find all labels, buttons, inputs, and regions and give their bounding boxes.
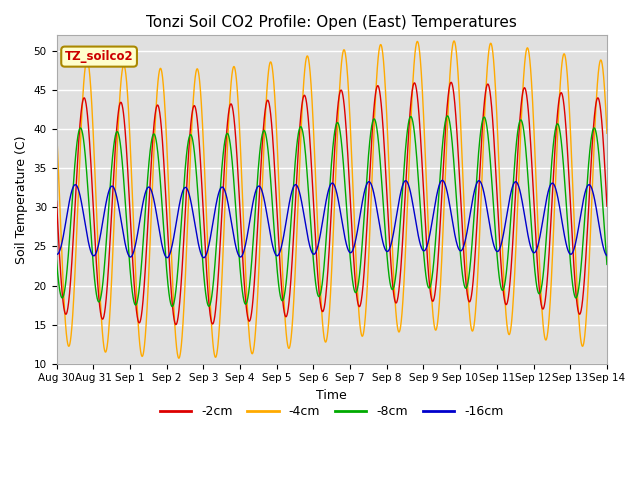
Line: -8cm: -8cm — [56, 116, 607, 307]
-8cm — [444, 113, 451, 119]
-8cm — [456, 237, 463, 242]
Title: Tonzi Soil CO2 Profile: Open (East) Temperatures: Tonzi Soil CO2 Profile: Open (East) Temp… — [147, 15, 517, 30]
-2cm — [447, 80, 455, 85]
Text: TZ_soilco2: TZ_soilco2 — [65, 50, 133, 63]
Line: -16cm: -16cm — [56, 180, 607, 258]
-2cm — [312, 232, 319, 238]
Line: -2cm: -2cm — [56, 83, 607, 324]
-16cm — [163, 255, 171, 261]
Legend: -2cm, -4cm, -8cm, -16cm: -2cm, -4cm, -8cm, -16cm — [155, 400, 509, 423]
-2cm — [52, 198, 60, 204]
X-axis label: Time: Time — [316, 389, 347, 402]
-4cm — [456, 92, 463, 97]
-16cm — [603, 253, 611, 259]
-8cm — [152, 134, 159, 140]
-8cm — [486, 160, 494, 166]
-16cm — [425, 237, 433, 243]
-16cm — [438, 178, 446, 183]
-8cm — [168, 304, 176, 310]
-8cm — [603, 255, 611, 261]
-16cm — [456, 247, 463, 252]
-4cm — [486, 40, 494, 46]
-4cm — [175, 355, 182, 361]
-2cm — [603, 194, 611, 200]
-2cm — [603, 204, 611, 209]
-2cm — [456, 169, 463, 175]
-8cm — [603, 262, 611, 267]
-4cm — [450, 38, 458, 44]
-16cm — [52, 251, 60, 257]
-16cm — [312, 251, 319, 256]
Line: -4cm: -4cm — [56, 41, 607, 358]
-4cm — [603, 120, 611, 125]
-16cm — [486, 227, 494, 232]
-16cm — [152, 205, 159, 211]
-8cm — [52, 257, 60, 263]
-16cm — [603, 252, 611, 258]
-8cm — [312, 277, 319, 283]
-4cm — [152, 117, 159, 122]
-4cm — [425, 234, 433, 240]
-2cm — [152, 109, 159, 115]
-2cm — [172, 322, 180, 327]
-4cm — [603, 131, 611, 136]
-2cm — [425, 273, 433, 278]
-4cm — [312, 167, 319, 172]
-2cm — [486, 93, 494, 98]
-4cm — [52, 124, 60, 130]
-8cm — [425, 285, 433, 290]
Y-axis label: Soil Temperature (C): Soil Temperature (C) — [15, 135, 28, 264]
